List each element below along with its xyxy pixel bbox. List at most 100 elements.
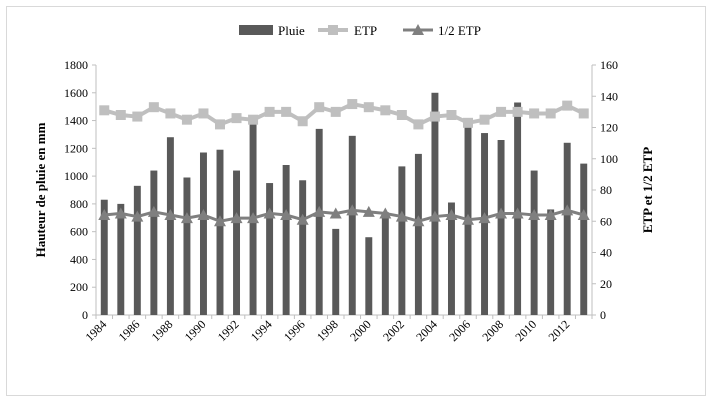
- point-half-etp: [313, 205, 326, 217]
- point-etp: [529, 108, 540, 119]
- y-tick-label-right: 120: [600, 121, 618, 135]
- bar-pluie: [563, 142, 571, 315]
- x-tick-label: 2000: [347, 317, 374, 344]
- point-half-etp: [395, 210, 408, 222]
- bar-pluie: [315, 128, 323, 315]
- point-etp: [297, 116, 308, 127]
- point-half-etp: [412, 215, 425, 227]
- point-half-etp: [98, 209, 111, 220]
- y-tick-label-left: 1800: [64, 58, 88, 72]
- point-half-etp: [329, 207, 342, 219]
- y-tick-label-right: 100: [600, 152, 618, 166]
- plot-area: 0 200 400 600 800 1000 1200 1400 1600 1800 0 20 40 60…: [64, 58, 618, 344]
- bar-pluie: [580, 163, 588, 315]
- point-half-etp: [428, 210, 441, 222]
- legend-label-etp: ETP: [354, 23, 377, 38]
- point-etp: [264, 106, 275, 117]
- bar-pluie: [133, 185, 141, 315]
- bar-pluie: [381, 212, 389, 315]
- bar-pluie: [266, 183, 274, 315]
- y-tick-label-left: 200: [70, 280, 88, 294]
- x-tick-label: 1994: [248, 317, 275, 344]
- point-etp: [347, 99, 358, 110]
- point-etp: [512, 106, 523, 117]
- point-etp: [363, 102, 374, 113]
- y-axis-title-left: Hauteur de pluie en mm: [33, 122, 48, 257]
- bar-pluie: [348, 135, 356, 315]
- bar-pluie: [100, 199, 108, 315]
- point-etp: [281, 106, 292, 117]
- y-tick-label-right: 40: [600, 246, 612, 260]
- point-etp: [148, 102, 159, 113]
- bar-pluie: [447, 202, 455, 315]
- point-half-etp: [462, 213, 474, 225]
- legend-marker-etp: [328, 25, 338, 35]
- point-etp: [396, 110, 407, 120]
- point-etp: [562, 100, 573, 111]
- point-half-etp: [561, 204, 574, 216]
- point-half-etp: [346, 204, 359, 216]
- y-axis-title-right: ETP et 1/2 ETP: [640, 147, 655, 233]
- x-tick-label: 2010: [512, 317, 539, 344]
- point-half-etp: [114, 207, 127, 219]
- point-half-etp: [511, 207, 524, 219]
- point-etp: [496, 106, 507, 117]
- point-half-etp: [263, 207, 276, 219]
- point-half-etp: [214, 215, 226, 227]
- point-half-etp: [362, 205, 375, 217]
- point-etp: [413, 119, 424, 130]
- bar-pluie: [398, 166, 406, 315]
- bar-pluie: [431, 92, 439, 316]
- point-etp: [479, 114, 490, 125]
- x-tick-label: 2004: [413, 317, 440, 344]
- point-etp: [463, 117, 473, 128]
- y-tick-label-left: 1000: [64, 169, 88, 183]
- y-tick-label-right: 20: [600, 277, 612, 291]
- bar-pluie: [530, 170, 538, 315]
- point-etp: [215, 119, 225, 130]
- point-half-etp: [478, 212, 491, 224]
- point-half-etp: [544, 209, 557, 220]
- y-tick-label-right: 0: [600, 308, 606, 322]
- bar-pluie: [199, 152, 207, 315]
- point-half-etp: [180, 212, 193, 224]
- x-tick-label: 1986: [116, 317, 143, 344]
- line-etp: [103, 101, 585, 127]
- bar-pluie: [117, 203, 125, 315]
- x-tick-label: 1996: [281, 317, 308, 344]
- x-tick-label: 1992: [215, 317, 242, 344]
- x-tick-label: 1990: [182, 317, 209, 344]
- point-half-etp: [379, 207, 392, 219]
- point-half-etp: [247, 212, 260, 224]
- bar-pluie: [216, 149, 224, 315]
- point-etp: [115, 110, 126, 120]
- point-etp: [181, 114, 192, 125]
- y-tick-label-left: 600: [70, 225, 88, 239]
- y-tick-label-right: 60: [600, 214, 612, 228]
- point-half-etp: [164, 209, 177, 220]
- point-half-etp: [147, 205, 160, 217]
- x-tick-label: 2012: [545, 317, 572, 344]
- bar-pluie: [414, 153, 422, 315]
- legend: Pluie ETP 1/2 ETP: [239, 23, 481, 38]
- point-etp: [248, 114, 259, 125]
- point-etp: [314, 102, 325, 113]
- y-tick-label-left: 800: [70, 197, 88, 211]
- point-half-etp: [131, 210, 144, 222]
- bar-pluie: [481, 133, 489, 315]
- point-etp: [198, 108, 209, 119]
- point-etp: [446, 110, 457, 120]
- y-tick-label-left: 1600: [64, 86, 88, 100]
- point-etp: [231, 113, 242, 124]
- legend-marker-half-etp: [412, 24, 424, 35]
- x-tick-label: 2008: [479, 317, 506, 344]
- y-tick-label-left: 0: [82, 308, 88, 322]
- y-tick-label-left: 1200: [64, 141, 88, 155]
- point-half-etp: [577, 209, 590, 220]
- bar-pluie: [150, 170, 158, 315]
- x-tick-label: 2002: [380, 317, 407, 344]
- bar-pluie: [547, 209, 555, 315]
- x-tick-label: 1998: [314, 317, 341, 344]
- point-etp: [380, 105, 391, 116]
